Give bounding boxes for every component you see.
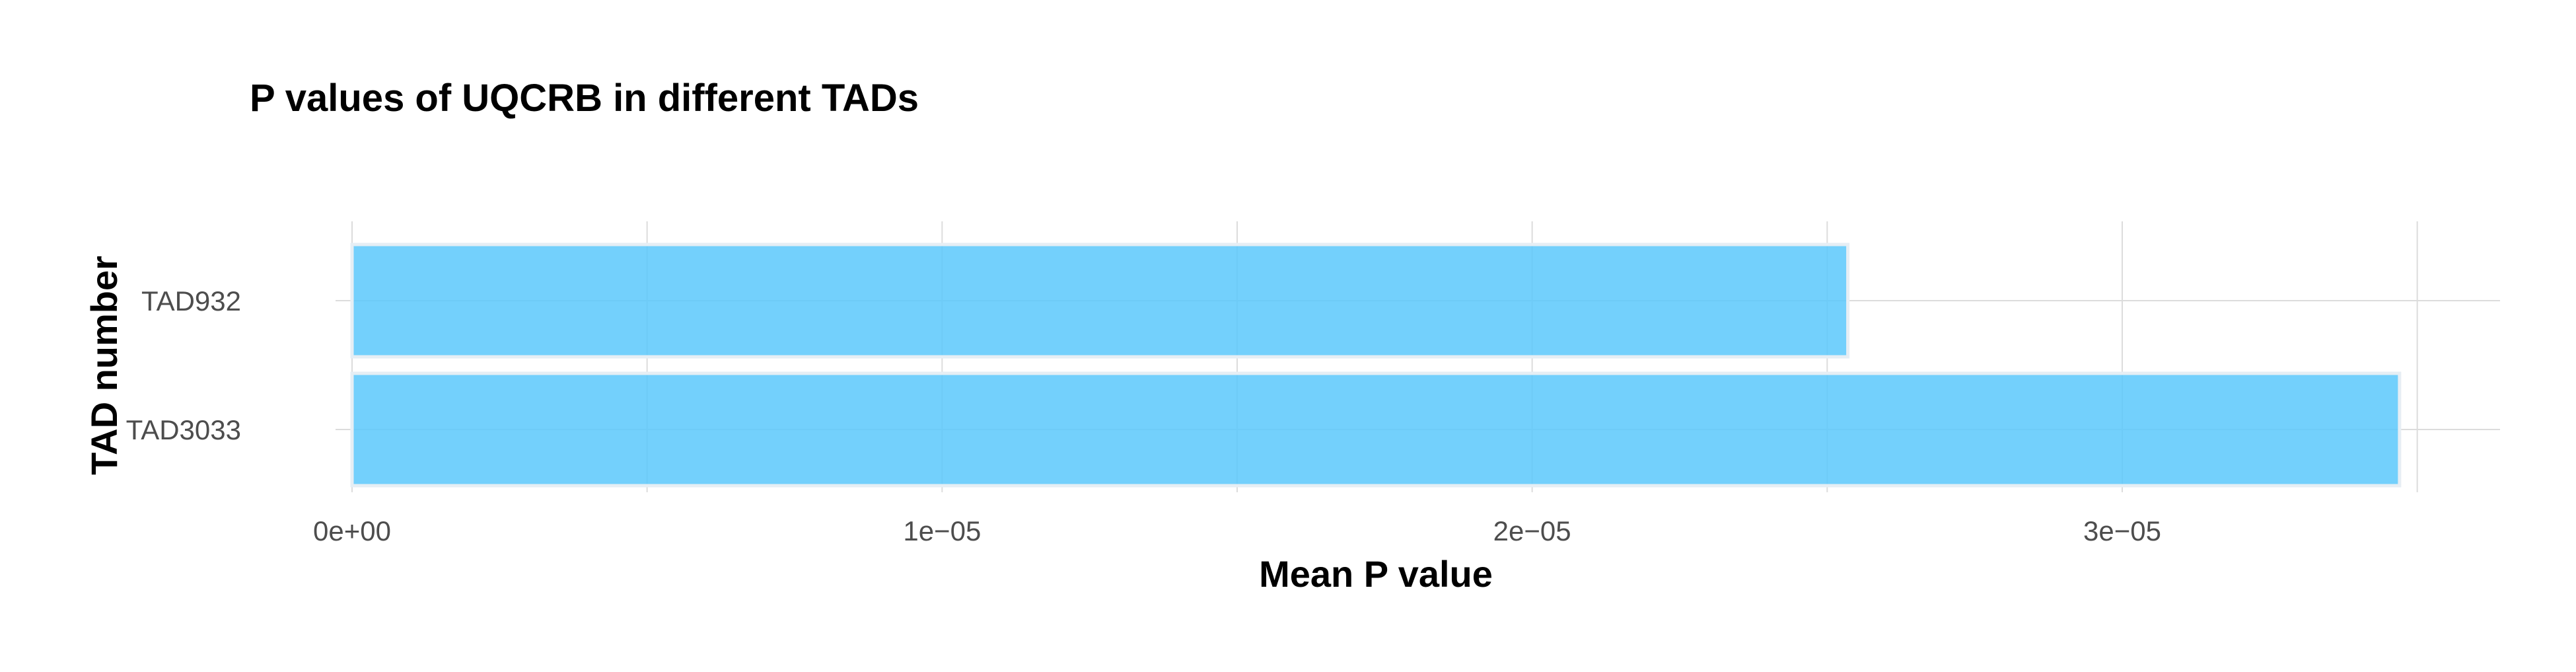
x-tick-label: 0e+00	[313, 515, 391, 546]
y-tick-label: TAD932	[141, 285, 241, 317]
y-axis-title: TAD number	[83, 256, 125, 475]
x-tick-label: 1e−05	[903, 515, 981, 546]
bar-tad932	[350, 243, 1850, 359]
chart-title: P values of UQCRB in different TADs	[250, 77, 919, 120]
bar-tad3033	[350, 371, 2402, 488]
x-tick-label: 3e−05	[2083, 515, 2161, 546]
x-tick-label: 2e−05	[1493, 515, 1571, 546]
x-axis-title: Mean P value	[1259, 553, 1493, 595]
bars	[350, 243, 2402, 488]
tick-labels: TAD932 TAD3033 0e+00 1e−05 2e−05 3e−05	[126, 285, 2161, 546]
y-tick-label: TAD3033	[126, 414, 241, 445]
